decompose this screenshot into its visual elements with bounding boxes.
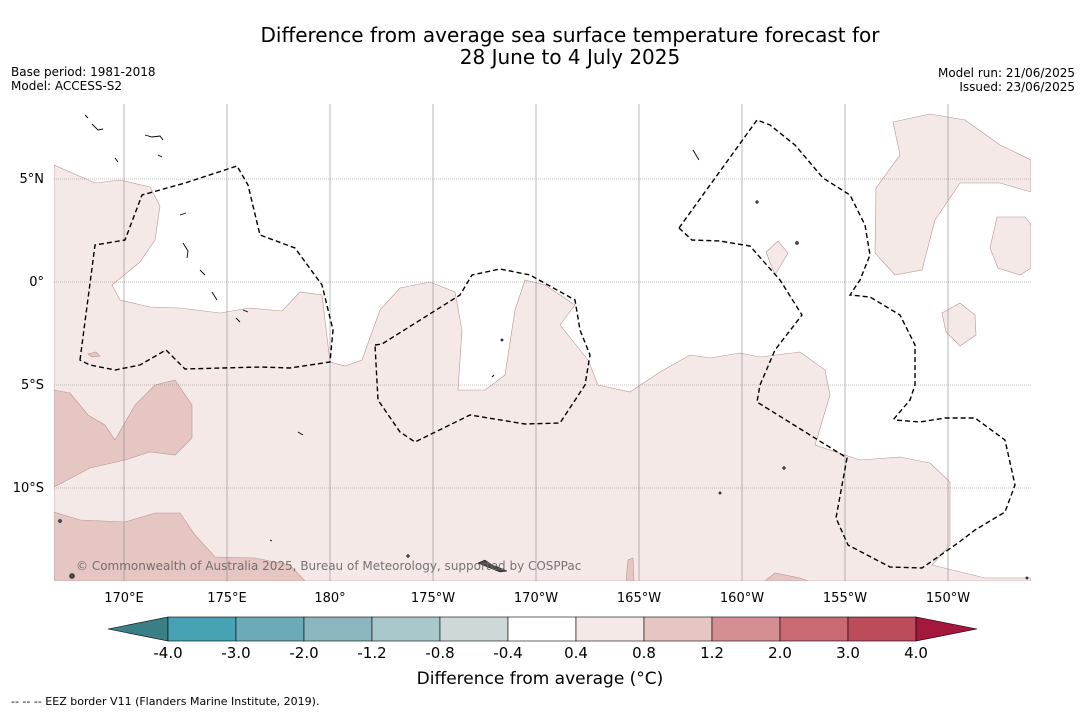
- island-d: [755, 200, 759, 204]
- colorbar-extend-low: [107, 616, 169, 642]
- atoll-7: [114, 157, 119, 163]
- meta-right: Model run: 21/06/2025 Issued: 23/06/2025: [938, 66, 1075, 94]
- issued-date: Issued: 23/06/2025: [959, 80, 1075, 94]
- colorbar: -4.0 -3.0 -2.0 -1.2 -0.8 -0.4 0.4 0.8 1.2 2.0 3.0 4…: [107, 616, 978, 662]
- island-c: [58, 519, 62, 523]
- atoll-3: [182, 242, 189, 259]
- chart-title-line1: Difference from average sea surface temp…: [260, 23, 880, 47]
- colorbar-segment: [507, 616, 577, 642]
- lat-label: 10°S: [13, 481, 44, 496]
- colorbar-tick-label: -3.0: [221, 644, 250, 662]
- atoll-outlines: [84, 114, 700, 542]
- colorbar-segment: [235, 616, 305, 642]
- colorbar-tick-label: 4.0: [904, 644, 928, 662]
- atoll-6: [179, 212, 187, 216]
- eez-border-kiribati-line-mid: [678, 227, 1016, 569]
- lat-label: 5°S: [21, 378, 44, 393]
- anomaly-region-light-e: [989, 216, 1031, 276]
- lon-label: 180°: [314, 591, 345, 606]
- lon-label: 165°W: [617, 591, 661, 606]
- island-g: [406, 554, 410, 558]
- copyright-notice: © Commonwealth of Australia 2025, Bureau…: [76, 559, 581, 573]
- atoll-14: [269, 539, 273, 542]
- colorbar-tick-label: -1.2: [357, 644, 386, 662]
- atoll-12: [157, 154, 163, 158]
- eez-border-kiribati-phoenix: [374, 268, 591, 443]
- lat-label: 0°: [29, 275, 44, 290]
- colorbar-tick-label: -2.0: [289, 644, 318, 662]
- colorbar-tick-label: 0.4: [564, 644, 588, 662]
- colorbar-tick-label: 0.8: [632, 644, 656, 662]
- atoll-2: [91, 123, 104, 131]
- colorbar-tick-label: 1.2: [700, 644, 724, 662]
- island-h: [500, 338, 504, 342]
- anomaly-region-medium-w: [54, 379, 193, 488]
- island-i: [718, 491, 722, 495]
- lat-label: 5°N: [20, 172, 45, 187]
- lon-label: 175°E: [207, 591, 247, 606]
- island-j: [1025, 576, 1029, 580]
- colorbar-segment: [371, 616, 441, 642]
- island-f: [782, 466, 786, 470]
- lon-label: 155°W: [823, 591, 867, 606]
- model-run: Model run: 21/06/2025: [937, 66, 1075, 80]
- anomaly-region-light-patch2: [765, 240, 789, 276]
- anomaly-region-medium-small: [87, 351, 101, 358]
- map-area: © Commonwealth of Australia 2025, Bureau…: [54, 104, 1031, 581]
- colorbar-segment: [711, 616, 781, 642]
- colorbar-tick-label: -0.4: [493, 644, 522, 662]
- lon-label: 175°W: [411, 591, 455, 606]
- island-e: [795, 241, 799, 245]
- atoll-8: [199, 269, 206, 276]
- chart-title-line2: 28 June to 4 July 2025: [459, 45, 681, 69]
- model-name: Model: ACCESS-S2: [11, 79, 123, 93]
- atoll-4: [211, 291, 218, 301]
- eez-borders: [79, 119, 1016, 569]
- anomaly-region-medium-se: [764, 572, 809, 581]
- colorbar-tick-label: -0.8: [425, 644, 454, 662]
- base-period: Base period: 1981-2018: [11, 65, 156, 79]
- eez-footnote: -- -- -- EEZ border V11 (Flanders Marine…: [11, 695, 320, 708]
- atoll-1: [144, 134, 164, 141]
- atoll-5: [242, 309, 249, 313]
- lon-labels: 170°E 175°E 180° 175°W 170°W 165°W 160°W…: [104, 591, 970, 606]
- lon-label: 170°W: [514, 591, 558, 606]
- colorbar-segment: [575, 616, 645, 642]
- colorbar-title: Difference from average (°C): [416, 669, 664, 689]
- atoll-10: [692, 149, 700, 161]
- meta-left: Base period: 1981-2018 Model: ACCESS-S2: [11, 65, 156, 93]
- eez-border-kiribati-line-north: [678, 119, 916, 421]
- atoll-15: [491, 374, 495, 378]
- colorbar-extend-high: [915, 616, 978, 642]
- anomaly-region-light: [54, 164, 1031, 581]
- colorbar-segment: [303, 616, 373, 642]
- eez-border-kiribati-gilbert: [79, 165, 334, 371]
- island-b: [69, 573, 75, 579]
- lon-label: 160°W: [720, 591, 764, 606]
- colorbar-segment: [779, 616, 849, 642]
- colorbar-tick-label: 3.0: [836, 644, 860, 662]
- island-a: [477, 559, 508, 573]
- atoll-9: [235, 317, 241, 323]
- colorbar-segment: [167, 616, 237, 642]
- anomaly-region-medium-sw: [54, 511, 306, 581]
- gridlines: [54, 104, 1031, 581]
- lat-labels: 5°N 0° 5°S 10°S: [13, 172, 44, 496]
- anomaly-region-medium-s: [625, 557, 635, 581]
- anomaly-region-light-ne: [874, 113, 1031, 276]
- anomaly-region-light-patch1: [941, 302, 977, 347]
- atoll-11: [84, 114, 89, 119]
- colorbar-tick-label: -4.0: [153, 644, 182, 662]
- lon-label: 170°E: [104, 591, 144, 606]
- colorbar-tick-label: 2.0: [768, 644, 792, 662]
- colorbar-segment: [847, 616, 917, 642]
- lon-label: 150°W: [926, 591, 970, 606]
- colorbar-segment: [643, 616, 713, 642]
- colorbar-segment: [439, 616, 509, 642]
- islands: [58, 200, 1029, 580]
- atoll-13: [297, 431, 304, 436]
